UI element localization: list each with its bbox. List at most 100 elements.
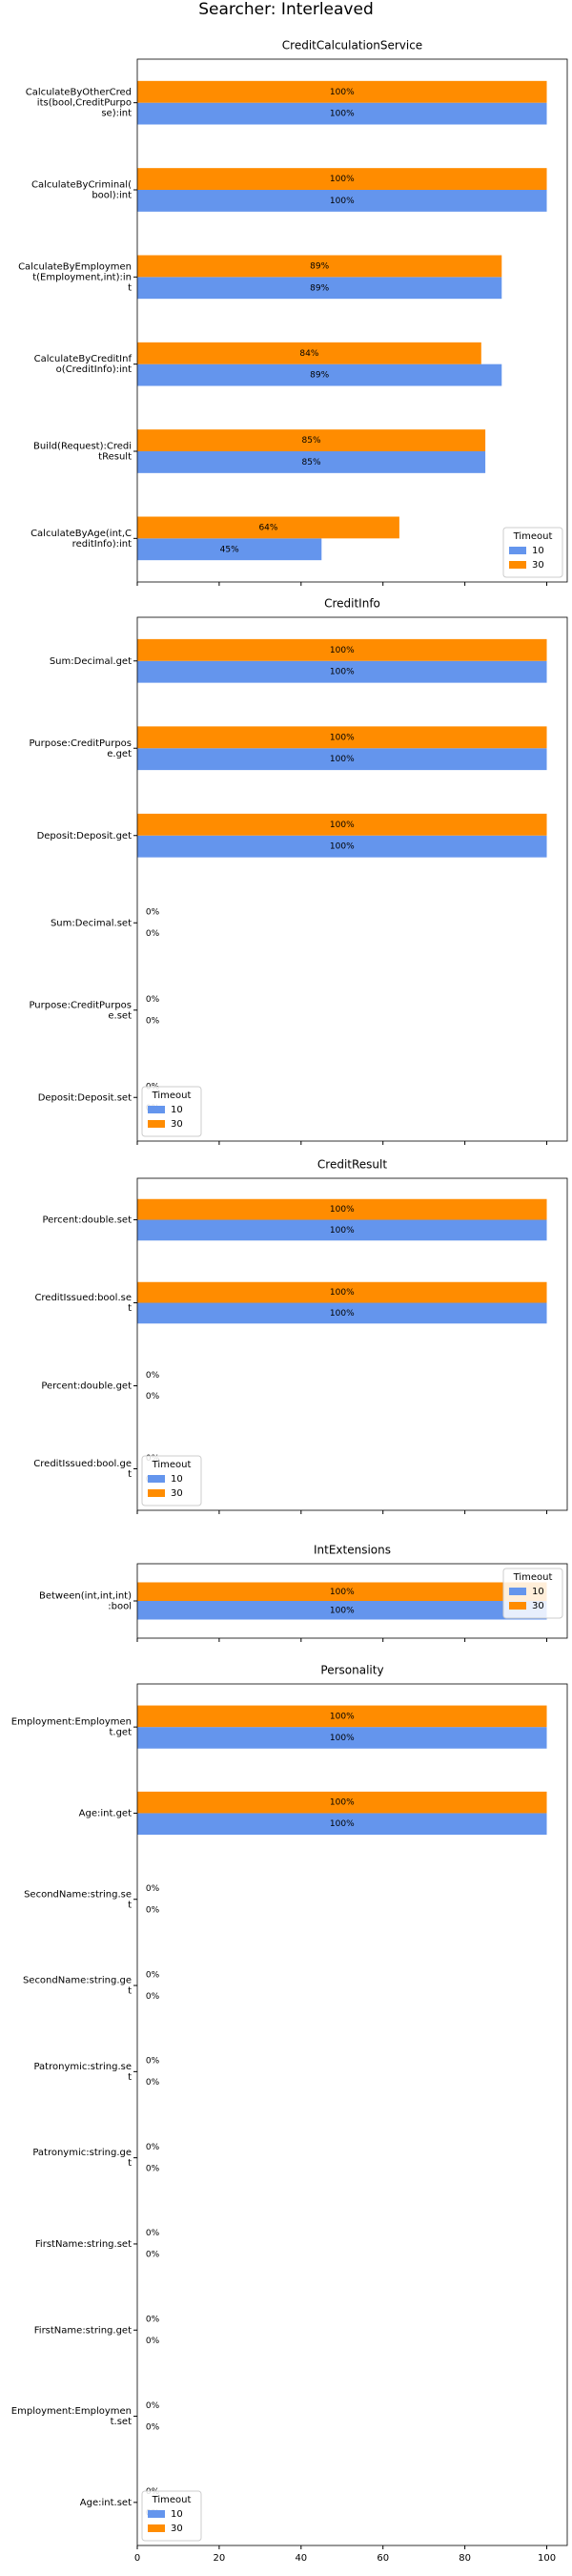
x-tick-label: 40 (295, 2553, 307, 2564)
x-tick-label: 100 (538, 2553, 556, 2564)
plot-frame (136, 58, 568, 583)
value-label: 85% (302, 458, 321, 467)
bar (137, 726, 547, 749)
y-tick-label: Age:int.get (79, 1808, 132, 1818)
value-label: 100% (330, 88, 355, 97)
value-label: 0% (146, 2337, 160, 2346)
value-label: 0% (146, 1371, 160, 1381)
value-label: 100% (330, 197, 355, 206)
value-label: 100% (330, 842, 355, 852)
bar (137, 660, 547, 683)
chart-title: IntExtensions (314, 1544, 391, 1557)
bar (137, 277, 502, 300)
legend-swatch (509, 561, 526, 569)
y-tick-label: Sum:Decimal.set (51, 918, 132, 928)
legend-swatch (509, 1602, 526, 1610)
value-label: 0% (146, 1906, 160, 1916)
bar (137, 835, 547, 858)
y-tick-label: Age:int.set (80, 2498, 132, 2508)
bar (137, 1302, 547, 1324)
value-label: 0% (146, 907, 160, 917)
y-tick-label: Deposit:Deposit.get (37, 831, 133, 841)
value-label: 0% (146, 1392, 160, 1402)
bar (137, 1791, 547, 1814)
value-label: 89% (310, 371, 329, 381)
legend-swatch (148, 2510, 165, 2518)
legend-swatch (148, 1106, 165, 1113)
legend-label: 30 (171, 1119, 183, 1130)
legend-swatch (509, 1588, 526, 1595)
bar (137, 748, 547, 771)
y-tick-label: Percent:double.get (41, 1381, 132, 1392)
y-tick-label: Employment:Employmen t.get (11, 1717, 132, 1738)
bar (137, 168, 547, 190)
legend-swatch (148, 1489, 165, 1497)
value-label: 0% (146, 1884, 160, 1894)
value-label: 0% (146, 2315, 160, 2324)
value-label: 100% (330, 668, 355, 677)
bar (137, 1705, 547, 1728)
value-label: 0% (146, 2164, 160, 2173)
value-label: 100% (330, 1712, 355, 1721)
y-tick-label: Employment:Employmen t.set (11, 2406, 132, 2427)
legend-label: 10 (171, 1105, 183, 1115)
y-tick-label: CreditIssued:bool.se t (34, 1293, 132, 1314)
y-tick-label: CalculateByAge(int,C reditInfo):int (31, 529, 132, 550)
bar (137, 1582, 547, 1601)
y-tick-label: Sum:Decimal.get (50, 656, 132, 667)
value-label: 100% (330, 1606, 355, 1615)
bar (137, 451, 486, 473)
value-label: 64% (258, 523, 277, 532)
value-label: 0% (146, 2143, 160, 2152)
bar (137, 429, 486, 451)
y-tick-label: FirstName:string.get (34, 2325, 132, 2336)
bar (137, 1219, 547, 1241)
legend-title: Timeout (152, 1460, 192, 1470)
value-label: 85% (302, 436, 321, 446)
value-label: 100% (330, 646, 355, 655)
value-label: 0% (146, 1992, 160, 2002)
bar (137, 1198, 547, 1220)
value-label: 100% (330, 175, 355, 184)
bar (137, 80, 547, 103)
legend-title: Timeout (513, 531, 553, 542)
y-tick-label: CreditIssued:bool.ge t (33, 1459, 132, 1480)
value-label: 100% (330, 110, 355, 119)
y-tick-label: Percent:double.set (42, 1215, 132, 1226)
y-tick-label: CalculateByOtherCred its(bool,CreditPurpo… (26, 88, 132, 119)
bar (137, 342, 481, 364)
legend-label: 10 (171, 2509, 183, 2520)
chart-title: CreditCalculationService (282, 39, 422, 52)
legend-label: 30 (171, 1488, 183, 1499)
x-tick-label: 60 (377, 2553, 389, 2564)
value-label: 89% (310, 283, 329, 293)
legend-title: Timeout (152, 2495, 192, 2505)
y-tick-label: Between(int,int,int):bool (39, 1591, 132, 1612)
legend-swatch (148, 1120, 165, 1128)
value-label: 100% (330, 733, 355, 742)
legend-label: 10 (532, 1587, 544, 1597)
value-label: 100% (330, 1309, 355, 1319)
value-label: 100% (330, 1798, 355, 1808)
bar (137, 255, 502, 278)
y-tick-label: FirstName:string.set (35, 2239, 132, 2250)
y-tick-label: SecondName:string.ge t (23, 1976, 132, 1997)
value-label: 100% (330, 1734, 355, 1743)
y-tick-label: CalculateByCriminal(bool):int (31, 180, 132, 201)
value-label: 100% (330, 1205, 355, 1215)
plot-frame (136, 1177, 568, 1511)
plot-frame (136, 1563, 568, 1639)
bar (137, 1281, 547, 1303)
legend-swatch (148, 2524, 165, 2532)
plot-frame (136, 616, 568, 1142)
legend-label: 30 (532, 1601, 544, 1611)
value-label: 100% (330, 1588, 355, 1597)
bar (137, 102, 547, 125)
value-label: 0% (146, 2078, 160, 2088)
bar (137, 190, 547, 212)
legend-label: 30 (532, 560, 544, 571)
y-tick-label: Purpose:CreditPurpos e.get (29, 738, 132, 759)
y-tick-label: CalculateByCreditInf o(CreditInfo):int (34, 354, 133, 375)
value-label: 0% (146, 995, 160, 1005)
